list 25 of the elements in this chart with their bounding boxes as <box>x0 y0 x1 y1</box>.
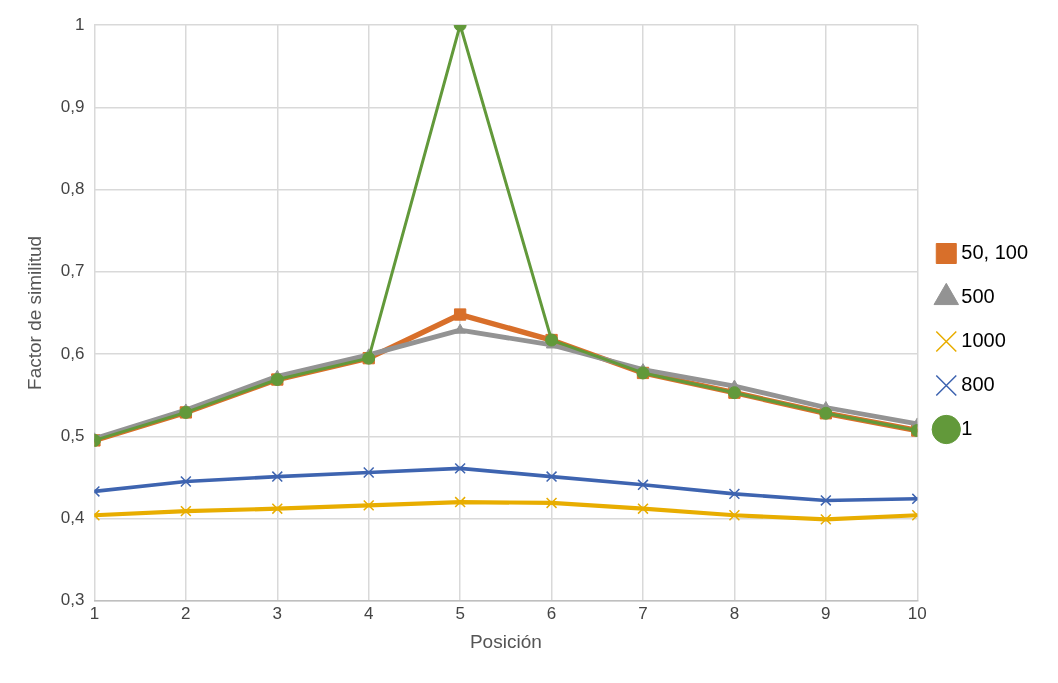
legend-label: 1 <box>961 417 973 440</box>
legend-label: 500 <box>961 285 995 308</box>
y-tick-label: 0,8 <box>60 179 85 199</box>
y-tick-label: 0,9 <box>60 96 85 116</box>
x-tick-label: 2 <box>181 603 191 623</box>
x-tick-label: 6 <box>546 603 557 623</box>
y-tick-label: 0,4 <box>60 508 85 528</box>
x-tick-label: 7 <box>638 603 648 623</box>
x-tick-label: 9 <box>821 603 831 623</box>
x-tick-label: 3 <box>272 603 283 623</box>
x-tick-label: 8 <box>729 603 740 623</box>
y-tick-label: 0,3 <box>60 590 85 610</box>
y-tick-label: 0,5 <box>60 425 85 445</box>
y-axis-title: Factor de similitud <box>23 235 45 390</box>
x-tick-label: 1 <box>89 603 100 623</box>
legend-label: 800 <box>961 373 995 396</box>
y-tick-label: 1 <box>74 14 85 34</box>
y-tick-label: 0,7 <box>60 261 85 281</box>
legend-label: 50, 100 <box>961 241 1029 264</box>
y-tick-label: 0,6 <box>60 343 85 363</box>
x-tick-label: 5 <box>455 603 465 623</box>
x-axis-title: Posición <box>469 630 542 652</box>
x-tick-label: 4 <box>363 603 374 623</box>
legend-label: 1000 <box>961 329 1006 352</box>
x-tick-label: 10 <box>907 603 927 623</box>
